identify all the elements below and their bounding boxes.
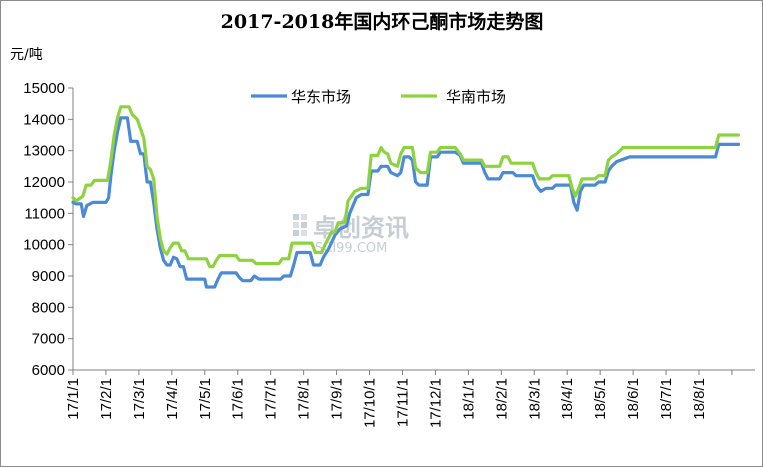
x-tick-label: 17/5/1 [197,378,214,420]
y-axis: 6000 7000 8000 9000 10000 11000 12000 13000 1400… [23,80,73,379]
x-tick-label: 17/1/1 [65,378,82,420]
y-tick-label: 9000 [32,268,65,285]
chart-title: 2017-2018年国内环己酮市场走势图 [221,10,544,33]
y-tick-label: 7000 [32,331,65,348]
x-tick-label: 18/5/1 [592,378,609,420]
x-tick-label: 17/11/1 [394,378,411,427]
x-axis: 17/1/1 17/2/1 17/3/1 17/4/1 17/5/1 17/6/1 17/7… [65,370,733,428]
axes [72,88,755,371]
x-tick-label: 17/3/1 [131,378,148,420]
x-tick-label: 18/6/1 [625,378,642,420]
x-tick-label: 18/2/1 [493,378,510,420]
legend-label: 华东市场 [291,88,351,106]
x-tick-label: 18/8/1 [691,378,708,420]
x-tick-label: 17/10/1 [362,378,379,428]
y-tick-label: 11000 [24,205,65,222]
series-layer [71,105,741,289]
watermark: 卓创资讯 SCI99.COM [293,214,409,256]
x-tick-label: 17/8/1 [296,378,313,420]
y-axis-unit-label: 元/吨 [10,47,43,63]
x-tick-label: 17/7/1 [263,378,280,420]
y-tick-label: 12000 [23,174,65,191]
series-line-east-china [71,116,741,289]
y-tick-label: 14000 [23,111,65,128]
x-tick-label: 18/4/1 [559,378,576,420]
x-tick-label: 17/4/1 [164,378,181,420]
legend-label: 华南市场 [446,88,506,106]
y-tick-label: 15000 [23,80,65,97]
x-tick-label: 17/2/1 [98,378,115,420]
x-tick-label: 18/7/1 [658,378,675,420]
series-line-south-china [71,105,741,269]
y-tick-label: 8000 [32,299,65,316]
y-tick-label: 10000 [23,237,65,254]
x-tick-label: 18/1/1 [460,378,477,420]
x-tick-label: 17/9/1 [329,378,346,420]
x-tick-label: 17/6/1 [230,378,247,420]
legend: 华东市场 华南市场 [251,88,506,106]
y-tick-label: 13000 [23,143,65,160]
watermark-subtext: SCI99.COM [315,241,387,256]
x-tick-label: 18/3/1 [526,378,543,420]
y-tick-label: 6000 [32,362,65,379]
x-tick-label: 17/12/1 [427,378,444,428]
